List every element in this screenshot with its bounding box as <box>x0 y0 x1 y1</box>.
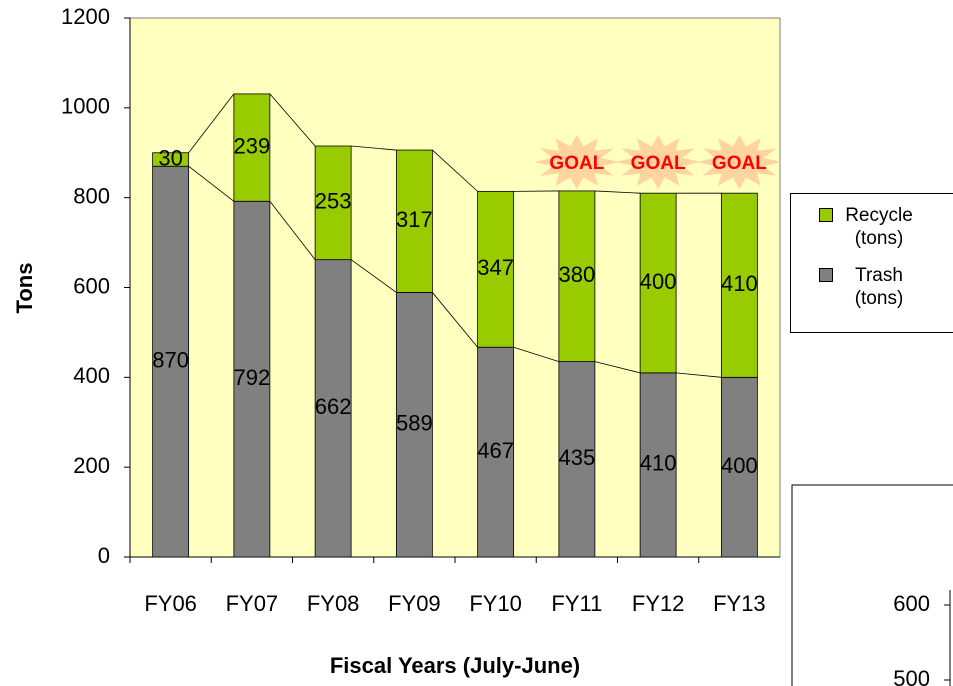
y-tick-label: 600 <box>893 591 930 616</box>
data-label: 380 <box>559 262 596 287</box>
data-label: 435 <box>559 445 596 470</box>
chart: Tons Fiscal Years (July-June) 0 200 400 600… <box>0 0 953 686</box>
legend-entry: Trash (tons) <box>819 264 929 310</box>
plot-area <box>130 18 780 557</box>
y-tick-label: 1000 <box>61 94 110 119</box>
data-label: 239 <box>234 133 271 158</box>
x-tick-label: FY11 <box>551 591 602 616</box>
y-tick-label: 400 <box>73 363 110 388</box>
page: Tons Fiscal Years (July-June) 0 200 400 600… <box>0 0 953 686</box>
data-label: 400 <box>640 269 677 294</box>
legend-swatch <box>819 268 833 282</box>
x-tick-label: FY06 <box>144 591 197 616</box>
data-label: 253 <box>315 189 352 214</box>
goal-label: GOAL <box>549 153 604 174</box>
x-tick-label: FY10 <box>469 591 522 616</box>
y-axis-title: Tons <box>12 263 37 314</box>
x-tick-label: FY12 <box>632 591 685 616</box>
y-tick-label: 800 <box>73 183 110 208</box>
data-label: 870 <box>152 347 189 372</box>
x-axis-title: Fiscal Years (July-June) <box>330 653 580 678</box>
y-tick-label: 600 <box>73 273 110 298</box>
legend: Recycle (tons) Trash (tons) <box>790 193 953 333</box>
data-label: 347 <box>477 255 514 280</box>
legend-label: Recycle (tons) <box>819 204 929 250</box>
goal-label: GOAL <box>712 153 767 174</box>
y-tick-label: 1200 <box>61 4 110 29</box>
data-label: 410 <box>640 451 677 476</box>
x-tick-label: FY08 <box>307 591 360 616</box>
legend-entry: Recycle (tons) <box>819 204 929 250</box>
y-tick-label: 0 <box>98 543 110 568</box>
data-label: 467 <box>477 438 514 463</box>
data-label: 30 <box>158 145 182 170</box>
x-tick-label: FY09 <box>388 591 441 616</box>
legend-label: Trash (tons) <box>819 264 929 310</box>
y-tick-label: 200 <box>73 453 110 478</box>
data-label: 317 <box>396 207 433 232</box>
y-tick-label: 500 <box>893 666 930 686</box>
goal-label: GOAL <box>631 153 686 174</box>
data-label: 662 <box>315 394 352 419</box>
data-label: 792 <box>234 365 271 390</box>
x-tick-label: FY13 <box>713 591 766 616</box>
data-label: 410 <box>721 271 758 296</box>
legend-swatch <box>819 208 833 222</box>
data-label: 589 <box>396 411 433 436</box>
data-label: 400 <box>721 453 758 478</box>
x-tick-label: FY07 <box>226 591 279 616</box>
chart-frame <box>792 485 953 686</box>
